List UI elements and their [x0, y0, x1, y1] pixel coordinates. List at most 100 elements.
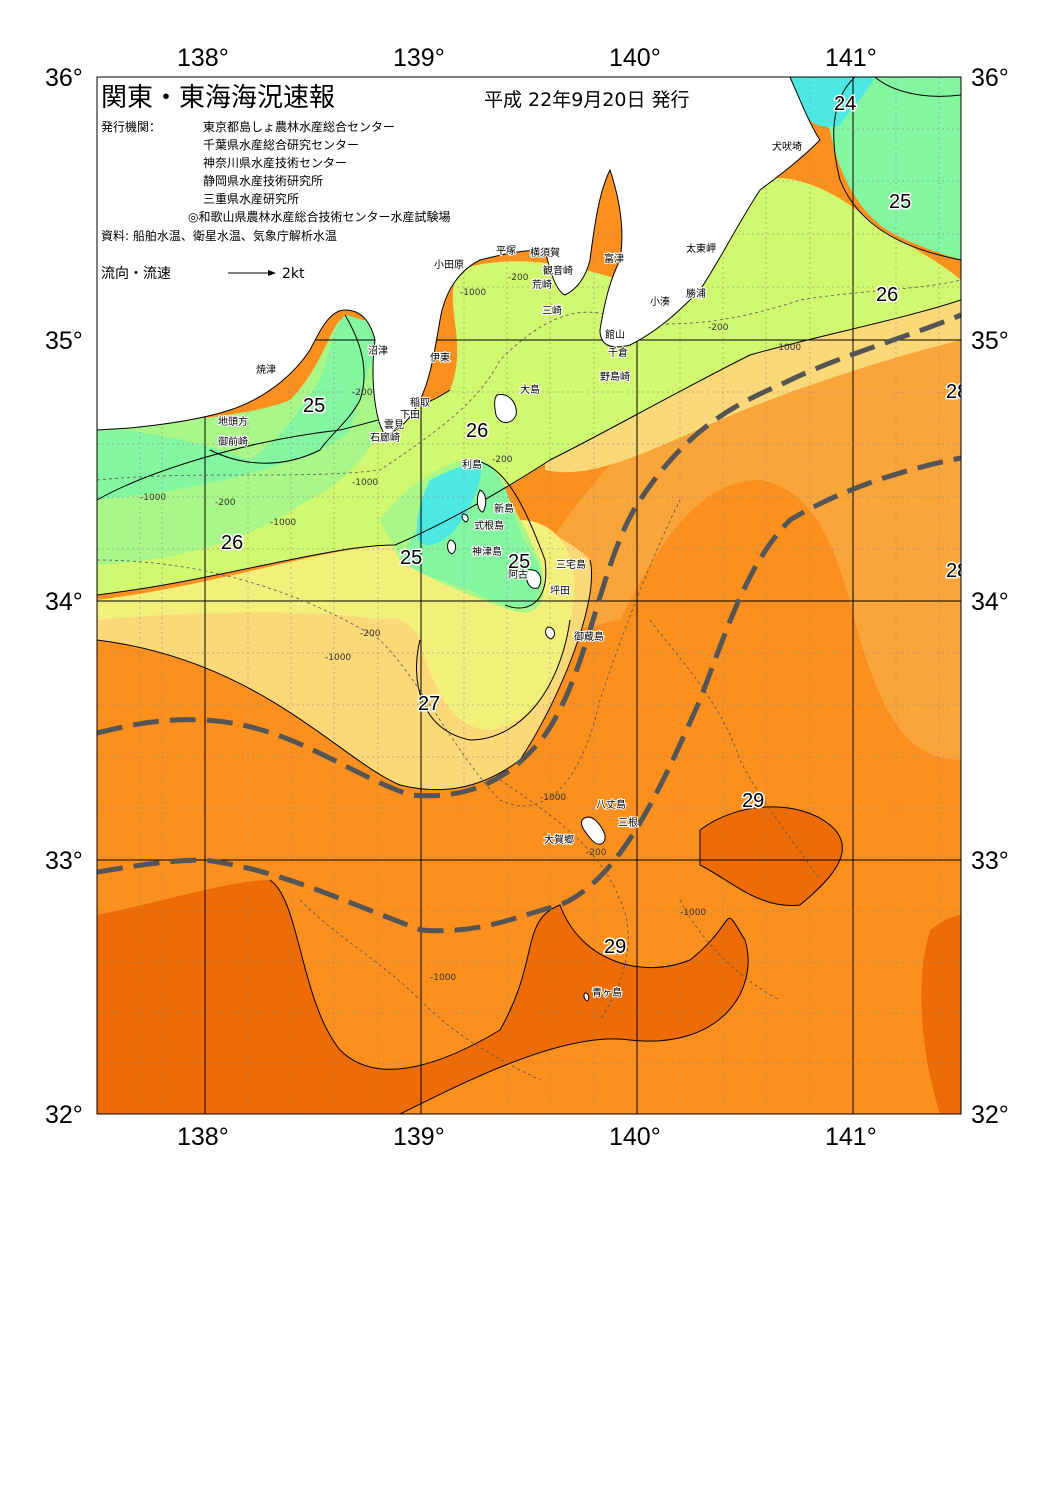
lat-label: 34° — [971, 588, 1009, 616]
place-inubozaki: 犬吠埼 — [772, 140, 802, 153]
place-hachijojima: 八丈島 — [596, 798, 626, 811]
zone-29-east — [921, 915, 961, 1114]
depth-label: -1000 — [540, 793, 566, 803]
current-arrow-icon — [268, 270, 276, 276]
zone-29-west — [97, 880, 749, 1114]
isotherm-label: 29 — [604, 936, 626, 958]
lon-label: 139° — [393, 44, 445, 72]
isotherm-label: 24 — [834, 93, 856, 115]
depth-label: -1000 — [270, 518, 296, 528]
place-kumomi: 雲見 — [384, 419, 404, 431]
place-tateyama: 館山 — [605, 328, 625, 341]
isotherm-label: 25 — [303, 395, 325, 417]
place-niijima: 新島 — [494, 502, 514, 515]
isotherm-label: 26 — [221, 532, 243, 554]
isotherm-label: 25 — [400, 547, 422, 569]
place-ito: 伊東 — [430, 351, 450, 364]
depth-label: -200 — [508, 273, 529, 283]
place-miyakejima: 三宅島 — [556, 558, 586, 571]
place-numazu: 沼津 — [368, 344, 388, 357]
depth-label: -200 — [708, 323, 729, 333]
map-frame — [96, 76, 962, 1115]
mikurajima-island — [545, 626, 556, 640]
place-mikurajima: 御蔵島 — [574, 630, 604, 643]
kuroshio-axis — [97, 312, 961, 934]
isotherm-label: 27 — [418, 693, 440, 715]
lon-label: 141° — [825, 1123, 877, 1151]
place-taitomisaki: 太東岬 — [686, 242, 716, 255]
current-legend-speed: 2kt — [282, 266, 305, 282]
lon-label: 140° — [609, 44, 661, 72]
place-chikura: 千倉 — [608, 346, 628, 359]
kozushima-island — [447, 539, 457, 555]
issuer-label: 発行機関： — [101, 119, 161, 134]
lat-label: 33° — [45, 847, 83, 875]
place-misaki: 三崎 — [542, 304, 562, 317]
issuer-2: 千葉県水産総合研究センター — [203, 137, 359, 152]
place-aogashima: 青ヶ島 — [592, 986, 622, 999]
depth-label: -200 — [215, 498, 236, 508]
zone-25-islands — [400, 460, 542, 607]
place-okago: 大賀郷 — [544, 833, 574, 846]
depth-label-group: -200 -1000 -200 -1000 -200 -1000 -200 -1… — [140, 273, 801, 983]
place-futtsu: 富津 — [604, 252, 624, 265]
aogashima-island — [583, 992, 590, 1002]
place-tsubota: 坪田 — [550, 584, 570, 597]
issuer-4: 静岡県水産技術研究所 — [203, 173, 323, 188]
isotherm-lines — [97, 77, 961, 1114]
zone-25b — [97, 320, 389, 565]
depth-label: -200 — [360, 629, 381, 639]
map-header: 関東・東海海況速報 平成 22年9月20日 発行 発行機関： 東京都島しょ農林水… — [101, 83, 690, 282]
issuer-6: ◎和歌山県農林水産総合技術センター水産試験場 — [188, 209, 450, 224]
isotherm-label-group: 24 25 26 28 25 26 26 25 25 27 29 29 28 — [220, 92, 968, 960]
lon-label: 141° — [825, 44, 877, 72]
place-shimoda: 下田 — [400, 410, 420, 421]
place-labels: 犬吠埼 太東岬 勝浦 小湊 富津 館山 千倉 野島崎 横須賀 観音崎 荒崎 三崎… — [217, 139, 803, 1000]
place-katsuura: 勝浦 — [686, 287, 706, 300]
isotherm-label: 25 — [508, 551, 530, 573]
lat-label: 33° — [971, 847, 1009, 875]
lon-label: 140° — [609, 1123, 661, 1151]
place-omaezaki: 御前崎 — [218, 435, 248, 448]
lat-label: 36° — [45, 64, 83, 92]
depth-label: -1000 — [775, 343, 801, 353]
isotherm-label: 26 — [466, 420, 488, 442]
lat-label: 34° — [45, 588, 83, 616]
fine-graticule — [97, 77, 961, 1114]
isotherm-label: 28 — [946, 560, 968, 582]
place-ako: 阿古 — [508, 568, 528, 581]
isotherm-label: 29 — [742, 790, 764, 812]
depth-label: -1000 — [140, 493, 166, 503]
map-title: 関東・東海海況速報 — [101, 83, 335, 113]
longitude-labels-bottom: 138° 139° 140° 141° — [177, 1123, 877, 1151]
place-mitsune: 三根 — [618, 816, 638, 829]
zone-28-light — [480, 300, 961, 760]
depth-label: -1000 — [430, 973, 456, 983]
place-toshima: 利島 — [462, 458, 482, 471]
data-source: 資料: 船舶水温、衛星水温、気象庁解析水温 — [101, 228, 337, 243]
issuer-3: 神奈川県水産技術センター — [203, 155, 347, 170]
zone-25-west — [97, 315, 380, 500]
zone-24-niijima — [417, 462, 481, 546]
place-yaizu: 焼津 — [256, 364, 276, 376]
lon-label: 138° — [177, 44, 229, 72]
isotherm-label: 25 — [889, 191, 911, 213]
current-legend-label: 流向・流速 — [101, 266, 171, 282]
depth-label: -1000 — [352, 478, 378, 488]
lat-label: 32° — [45, 1101, 83, 1129]
depth-contours — [97, 279, 961, 1081]
latitude-labels-left: 36° 35° 34° 33° 32° — [45, 64, 83, 1129]
depth-label: -200 — [352, 388, 373, 398]
issuer-5: 三重県水産研究所 — [203, 191, 299, 206]
hachijojima-island — [581, 816, 606, 845]
lat-label: 32° — [971, 1101, 1009, 1129]
longitude-labels-top: 138° 139° 140° 141° — [177, 44, 877, 72]
isotherm-label: 28 — [946, 381, 968, 403]
place-kominato: 小湊 — [650, 295, 670, 308]
lon-label: 139° — [393, 1123, 445, 1151]
lon-label: 138° — [177, 1123, 229, 1151]
zone-29-hachijo — [700, 806, 843, 906]
place-odawara: 小田原 — [434, 259, 464, 271]
map-area: 24 25 26 28 25 26 26 25 25 27 29 29 28 -… — [97, 77, 968, 1114]
